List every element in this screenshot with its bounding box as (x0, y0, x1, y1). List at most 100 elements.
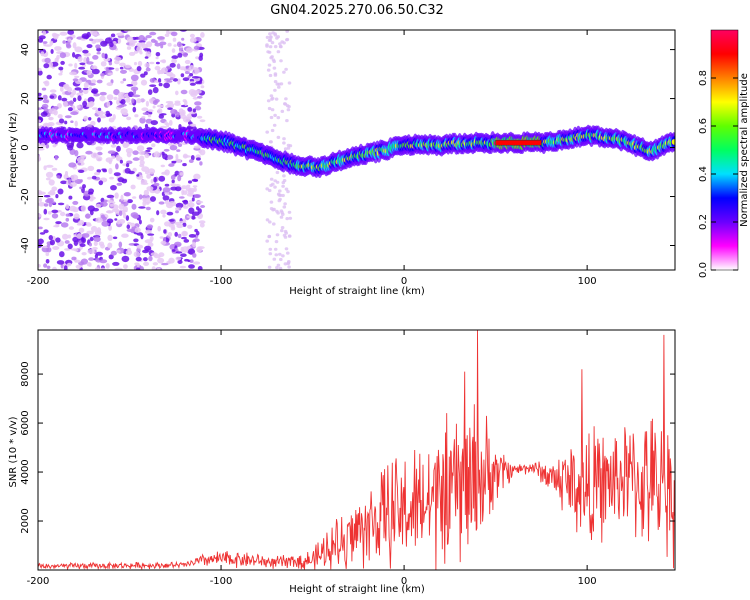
spectrogram-noise-cell (92, 246, 98, 250)
spectrogram-noise-cell (280, 109, 285, 113)
spectrogram-noise-cell (280, 229, 284, 233)
spectrogram-noise-cell (92, 55, 99, 60)
spectrogram-noise-cell (79, 179, 83, 183)
spectrogram-noise-cell (118, 219, 126, 224)
spectrogram-noise-cell (83, 82, 89, 89)
colorbar: 0.0 0.2 0.4 0.6 0.8 Normalized spectral ampl… (698, 29, 750, 278)
spectrogram-noise-cell (74, 46, 83, 53)
spectrogram-noise-cell (175, 251, 183, 254)
spectrogram-noise-cell (171, 48, 176, 53)
spectrogram-noise-cell (87, 165, 95, 171)
spectrogram-noise-cell (43, 263, 48, 268)
spectrogram-noise-cell (180, 104, 189, 108)
spectrogram-noise-cell (182, 163, 187, 167)
spectrogram-noise-cell (169, 119, 173, 126)
spectrogram-noise-cell (99, 259, 108, 264)
spectrogram-noise-cell (118, 210, 123, 216)
spectrogram-noise-cell (100, 214, 105, 219)
spectrogram-noise-cell (110, 185, 117, 191)
spectrogram-noise-cell (171, 249, 176, 252)
colorbar-tick-label: 0.0 (698, 262, 709, 278)
spectrogram-noise-cell (268, 252, 273, 256)
spectrogram-noise-cell (60, 180, 68, 185)
spectrogram-y-tick-label: -40 (20, 237, 31, 253)
spectrogram-noise-cell (198, 220, 206, 224)
spectrogram-noise-cell (52, 246, 60, 250)
spectrogram-noise-cell (116, 249, 121, 253)
spectrogram-noise-cell (67, 178, 72, 185)
spectrogram-noise-cell (85, 150, 93, 155)
spectrogram-noise-cell (108, 254, 114, 260)
spectrogram-noise-cell (107, 234, 113, 241)
spectrogram-noise-cell (81, 252, 87, 256)
spectrogram-noise-cell (273, 72, 278, 76)
spectrogram-noise-cell (141, 107, 149, 112)
spectrogram-noise-cell (136, 262, 140, 268)
spectrogram-noise-cell (163, 148, 170, 152)
spectrogram-noise-cell (126, 163, 130, 168)
spectrogram-noise-cell (268, 247, 273, 251)
spectrogram-noise-cell (88, 242, 92, 247)
spectrogram-noise-cell (136, 244, 144, 249)
snr-x-tick-label: -100 (210, 576, 233, 587)
spectrogram-x-tick-label: 100 (578, 276, 597, 287)
spectrogram-noise-cell (189, 37, 197, 43)
spectrogram-noise-cell (110, 33, 116, 38)
spectrogram-noise-cell (44, 123, 53, 127)
spectrogram-noise-cell (281, 212, 285, 216)
spectrogram-noise-cell (105, 263, 110, 269)
spectrogram-noise-cell (173, 44, 177, 47)
spectrogram-noise-cell (192, 241, 196, 248)
spectrogram-noise-cell (268, 73, 273, 78)
spectrogram-noise-cell (268, 220, 272, 224)
spectrogram-noise-cell (180, 89, 188, 95)
spectrogram-noise-cell (193, 187, 197, 193)
spectrogram-noise-cell (113, 56, 122, 61)
spectrogram-noise-cell (93, 241, 98, 247)
spectrogram-noise-cell (168, 257, 175, 264)
spectrogram-noise-cell (133, 238, 139, 243)
spectrogram-noise-cell (65, 217, 70, 222)
spectrogram-noise-cell (189, 200, 193, 203)
spectrogram-noise-cell (90, 65, 96, 70)
spectrogram-noise-cell (267, 63, 272, 67)
spectrogram-noise-cell (99, 91, 107, 96)
spectrogram-noise-cell (277, 82, 281, 86)
spectrogram-noise-cell (120, 69, 127, 74)
colorbar-label: Normalized spectral amplitude (739, 73, 750, 227)
spectrogram-noise-cell (45, 144, 50, 149)
spectrogram-noise-cell (171, 58, 178, 64)
spectrogram-noise-cell (199, 119, 206, 123)
spectrogram-noise-cell (278, 266, 283, 270)
spectrogram-noise-cell (44, 80, 50, 87)
spectrogram-noise-cell (139, 155, 145, 162)
spectrogram-noise-cell (164, 183, 170, 187)
spectrogram-noise-cell (144, 56, 149, 59)
spectrogram-noise-cell (38, 107, 43, 110)
spectrogram-noise-cell (99, 95, 106, 102)
spectrogram-noise-cell (97, 107, 102, 111)
spectrogram-noise-cell (118, 203, 125, 210)
spectrogram-noise-cell (142, 200, 146, 207)
spectrogram-noise-cell (161, 59, 167, 64)
spectrogram-noise-cell (131, 203, 137, 210)
spectrogram-noise-cell (95, 251, 104, 256)
spectrogram-noise-cell (89, 38, 94, 42)
spectrogram-noise-cell (106, 82, 113, 87)
spectrogram-noise-cell (192, 96, 199, 100)
spectrogram-noise-cell (116, 99, 120, 105)
spectrogram-noise-cell (42, 30, 47, 36)
spectrogram-noise-cell (100, 197, 105, 203)
spectrogram-noise-cell (175, 207, 180, 211)
spectrogram-noise-cell (169, 77, 174, 81)
spectrogram-noise-cell (60, 263, 64, 269)
spectrogram-marks (38, 30, 675, 270)
spectrogram-noise-cell (273, 33, 278, 37)
spectrogram-noise-cell (98, 180, 104, 186)
spectrogram-noise-cell (189, 65, 195, 71)
spectrogram-noise-cell (132, 150, 139, 155)
spectrogram-noise-cell (283, 102, 288, 106)
spectrogram-noise-cell (74, 87, 82, 91)
spectrogram-noise-cell (40, 51, 45, 57)
spectrogram-noise-cell (70, 120, 74, 123)
